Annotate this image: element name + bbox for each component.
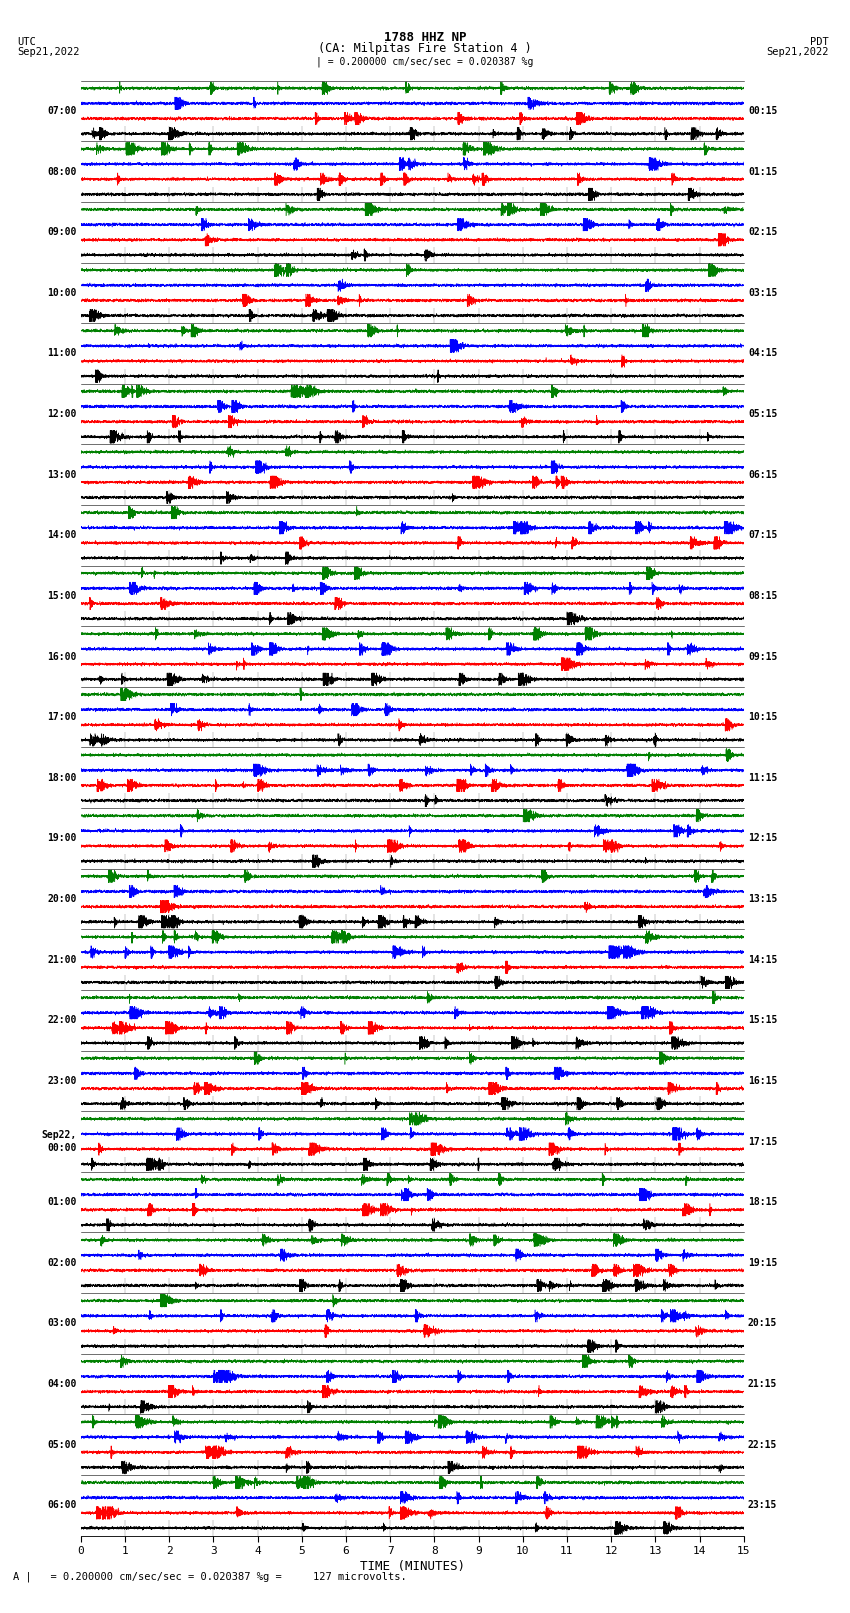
Text: 08:15: 08:15: [748, 590, 778, 602]
Text: 13:15: 13:15: [748, 894, 778, 903]
Text: 04:15: 04:15: [748, 348, 778, 358]
Text: 17:15: 17:15: [748, 1137, 778, 1147]
Text: 1788 HHZ NP: 1788 HHZ NP: [383, 31, 467, 44]
Text: 23:15: 23:15: [748, 1500, 778, 1510]
Text: 01:15: 01:15: [748, 166, 778, 176]
Text: 19:15: 19:15: [748, 1258, 778, 1268]
Text: UTC: UTC: [17, 37, 36, 47]
Text: 00:15: 00:15: [748, 106, 778, 116]
Text: 10:15: 10:15: [748, 713, 778, 723]
X-axis label: TIME (MINUTES): TIME (MINUTES): [360, 1560, 465, 1573]
Text: Sep22,: Sep22,: [42, 1131, 76, 1140]
Text: 22:00: 22:00: [47, 1015, 76, 1026]
Text: PDT: PDT: [810, 37, 829, 47]
Text: 21:15: 21:15: [748, 1379, 778, 1389]
Text: 09:00: 09:00: [47, 227, 76, 237]
Text: 12:00: 12:00: [47, 410, 76, 419]
Text: 10:00: 10:00: [47, 287, 76, 298]
Text: 18:15: 18:15: [748, 1197, 778, 1207]
Text: 04:00: 04:00: [47, 1379, 76, 1389]
Text: 08:00: 08:00: [47, 166, 76, 176]
Text: 16:15: 16:15: [748, 1076, 778, 1086]
Text: 03:15: 03:15: [748, 287, 778, 298]
Text: 23:00: 23:00: [47, 1076, 76, 1086]
Text: 14:00: 14:00: [47, 531, 76, 540]
Text: A |   = 0.200000 cm/sec/sec = 0.020387 %g =     127 microvolts.: A | = 0.200000 cm/sec/sec = 0.020387 %g …: [13, 1571, 406, 1582]
Text: 18:00: 18:00: [47, 773, 76, 782]
Text: 06:00: 06:00: [47, 1500, 76, 1510]
Text: 06:15: 06:15: [748, 469, 778, 479]
Text: 09:15: 09:15: [748, 652, 778, 661]
Text: (CA: Milpitas Fire Station 4 ): (CA: Milpitas Fire Station 4 ): [318, 42, 532, 55]
Text: 07:15: 07:15: [748, 531, 778, 540]
Text: 02:15: 02:15: [748, 227, 778, 237]
Text: 14:15: 14:15: [748, 955, 778, 965]
Text: 02:00: 02:00: [47, 1258, 76, 1268]
Text: | = 0.200000 cm/sec/sec = 0.020387 %g: | = 0.200000 cm/sec/sec = 0.020387 %g: [316, 56, 534, 68]
Text: Sep21,2022: Sep21,2022: [17, 47, 80, 56]
Text: 01:00: 01:00: [47, 1197, 76, 1207]
Text: 03:00: 03:00: [47, 1318, 76, 1329]
Text: 22:15: 22:15: [748, 1440, 778, 1450]
Text: Sep21,2022: Sep21,2022: [766, 47, 829, 56]
Text: 20:00: 20:00: [47, 894, 76, 903]
Text: 05:00: 05:00: [47, 1440, 76, 1450]
Text: 21:00: 21:00: [47, 955, 76, 965]
Text: 15:15: 15:15: [748, 1015, 778, 1026]
Text: 19:00: 19:00: [47, 834, 76, 844]
Text: 07:00: 07:00: [47, 106, 76, 116]
Text: 11:00: 11:00: [47, 348, 76, 358]
Text: 12:15: 12:15: [748, 834, 778, 844]
Text: 13:00: 13:00: [47, 469, 76, 479]
Text: 11:15: 11:15: [748, 773, 778, 782]
Text: 20:15: 20:15: [748, 1318, 778, 1329]
Text: 16:00: 16:00: [47, 652, 76, 661]
Text: 17:00: 17:00: [47, 713, 76, 723]
Text: 05:15: 05:15: [748, 410, 778, 419]
Text: 15:00: 15:00: [47, 590, 76, 602]
Text: 00:00: 00:00: [47, 1144, 76, 1153]
